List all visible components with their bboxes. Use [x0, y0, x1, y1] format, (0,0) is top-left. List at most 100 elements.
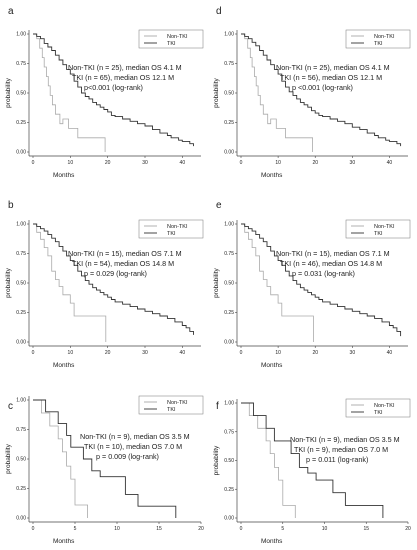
tki-curve: [33, 33, 194, 147]
x-axis-label: Months: [261, 362, 283, 369]
x-tick-label: 30: [142, 350, 148, 356]
y-tick-label: 0.75: [16, 251, 26, 257]
legend-box: [345, 29, 411, 49]
non-tki-curve: [33, 223, 107, 342]
stat-annotation: Non-TKI (n = 15), median OS 7.1 M: [68, 249, 182, 258]
x-axis-label: Months: [53, 362, 75, 369]
panel-label: d: [216, 6, 222, 17]
stat-annotation: p <0.001 (log-rank): [292, 83, 353, 92]
y-tick-label: 1.00: [16, 398, 26, 404]
x-tick-label: 5: [74, 526, 77, 532]
legend-tki-label: TKI: [167, 231, 176, 237]
y-tick-label: 0.75: [224, 251, 234, 257]
panel-e: e 0.00 0.25 0.50 0.75 1.00 0 10 20 30 40 Months prob…: [213, 200, 411, 369]
stat-annotation: Non-TKI (n = 15), median OS 7.1 M: [276, 249, 390, 258]
panel-label: f: [216, 401, 219, 412]
panel-f: f 0.00 0.25 0.50 0.75 1.00 0 5 10 15 20 Months proba…: [213, 398, 411, 545]
stat-annotation: TKI (n = 9), median OS 7.0 M: [294, 445, 388, 454]
y-tick-label: 1.00: [224, 401, 234, 407]
y-tick-label: 0.50: [16, 281, 26, 287]
x-tick-label: 40: [180, 350, 186, 356]
x-tick-label: 0: [240, 350, 243, 356]
x-tick-label: 10: [275, 350, 281, 356]
y-tick-label: 0.25: [16, 310, 26, 316]
stat-annotation: Non-TKI (n = 25), median OS 4.1 M: [68, 63, 182, 72]
legend-non-tki-label: Non-TKI: [167, 400, 188, 406]
x-tick-label: 0: [240, 160, 243, 166]
y-tick-label: 1.00: [224, 32, 234, 38]
y-tick-label: 0.00: [16, 340, 26, 346]
x-tick-label: 30: [350, 350, 356, 356]
y-tick-label: 0.50: [224, 91, 234, 97]
non-tki-curve: [241, 33, 313, 152]
x-axis-label: Months: [261, 172, 283, 179]
x-tick-label: 10: [68, 350, 74, 356]
stat-annotation: p<0.001 (log-rank): [84, 83, 143, 92]
stat-annotation: TKI (n = 54), median OS 14.8 M: [72, 259, 174, 268]
y-tick-label: 0.25: [224, 120, 234, 126]
y-tick-label: 0.75: [16, 427, 26, 433]
stat-annotation: p = 0.029 (log-rank): [84, 269, 147, 278]
tki-curve: [33, 223, 194, 335]
y-tick-label: 0.75: [224, 61, 234, 67]
legend-non-tki-label: Non-TKI: [374, 34, 395, 40]
y-axis-label: probability: [213, 77, 220, 107]
y-tick-label: 0.50: [224, 281, 234, 287]
x-tick-label: 0: [32, 526, 35, 532]
stat-annotation: Non-TKI (n = 25), median OS 4.1 M: [276, 63, 390, 72]
y-axis-label: probability: [5, 443, 12, 473]
stat-annotation: TKI (n = 46), median OS 14.8 M: [280, 259, 382, 268]
x-tick-label: 20: [312, 350, 318, 356]
legend-tki-label: TKI: [374, 41, 383, 47]
x-tick-label: 15: [363, 526, 369, 532]
panel-label: c: [8, 401, 13, 412]
legend-box: [345, 398, 411, 418]
y-tick-label: 0.25: [16, 486, 26, 492]
stat-annotation: p = 0.009 (log-rank): [96, 452, 159, 461]
y-axis-label: probability: [5, 77, 12, 107]
legend-box: [345, 219, 411, 239]
x-tick-label: 20: [198, 526, 204, 532]
legend-box: [138, 395, 204, 415]
panel-label: e: [216, 200, 222, 211]
x-axis-label: Months: [53, 538, 75, 545]
y-tick-label: 0.25: [16, 120, 26, 126]
x-axis-label: Months: [261, 538, 283, 545]
legend-non-tki-label: Non-TKI: [167, 224, 188, 230]
stat-annotation: TKI (n = 56), median OS 12.1 M: [280, 73, 382, 82]
x-axis-label: Months: [53, 172, 75, 179]
x-tick-label: 5: [281, 526, 284, 532]
y-tick-label: 0.00: [224, 150, 234, 156]
tki-curve: [241, 33, 402, 147]
legend-non-tki-label: Non-TKI: [374, 403, 395, 409]
y-tick-label: 1.00: [224, 222, 234, 228]
x-tick-label: 0: [240, 526, 243, 532]
y-tick-label: 0.25: [224, 310, 234, 316]
non-tki-curve: [33, 399, 88, 518]
y-tick-label: 0.50: [16, 457, 26, 463]
stat-annotation: TKI (n = 10), median OS 7.0 M: [84, 442, 182, 451]
x-tick-label: 30: [350, 160, 356, 166]
x-tick-label: 40: [387, 160, 393, 166]
y-tick-label: 0.00: [224, 340, 234, 346]
x-tick-label: 30: [142, 160, 148, 166]
stat-annotation: p = 0.031 (log-rank): [292, 269, 355, 278]
y-axis-label: probability: [213, 445, 220, 475]
non-tki-curve: [241, 402, 296, 518]
y-tick-label: 0.00: [16, 516, 26, 522]
tki-curve: [241, 402, 384, 518]
x-tick-label: 0: [32, 350, 35, 356]
x-tick-label: 10: [68, 160, 74, 166]
x-tick-label: 10: [114, 526, 120, 532]
non-tki-curve: [241, 223, 314, 342]
y-tick-label: 0.25: [224, 487, 234, 493]
y-tick-label: 0.50: [16, 91, 26, 97]
stat-annotation: Non-TKI (n = 9), median OS 3.5 M: [290, 435, 400, 444]
stat-annotation: p = 0.011 (log-rank): [306, 455, 368, 464]
panel-b: b 0.00 0.25 0.50 0.75 1.00 0 10 20 30 40 Months prob…: [5, 200, 204, 369]
x-tick-label: 20: [312, 160, 318, 166]
panel-a: a 0.00 0.25 0.50 0.75 1.00 0 10 20 30 40 Months prob…: [5, 6, 204, 179]
x-tick-label: 40: [387, 350, 393, 356]
legend-non-tki-label: Non-TKI: [167, 34, 188, 40]
x-tick-label: 20: [105, 160, 111, 166]
